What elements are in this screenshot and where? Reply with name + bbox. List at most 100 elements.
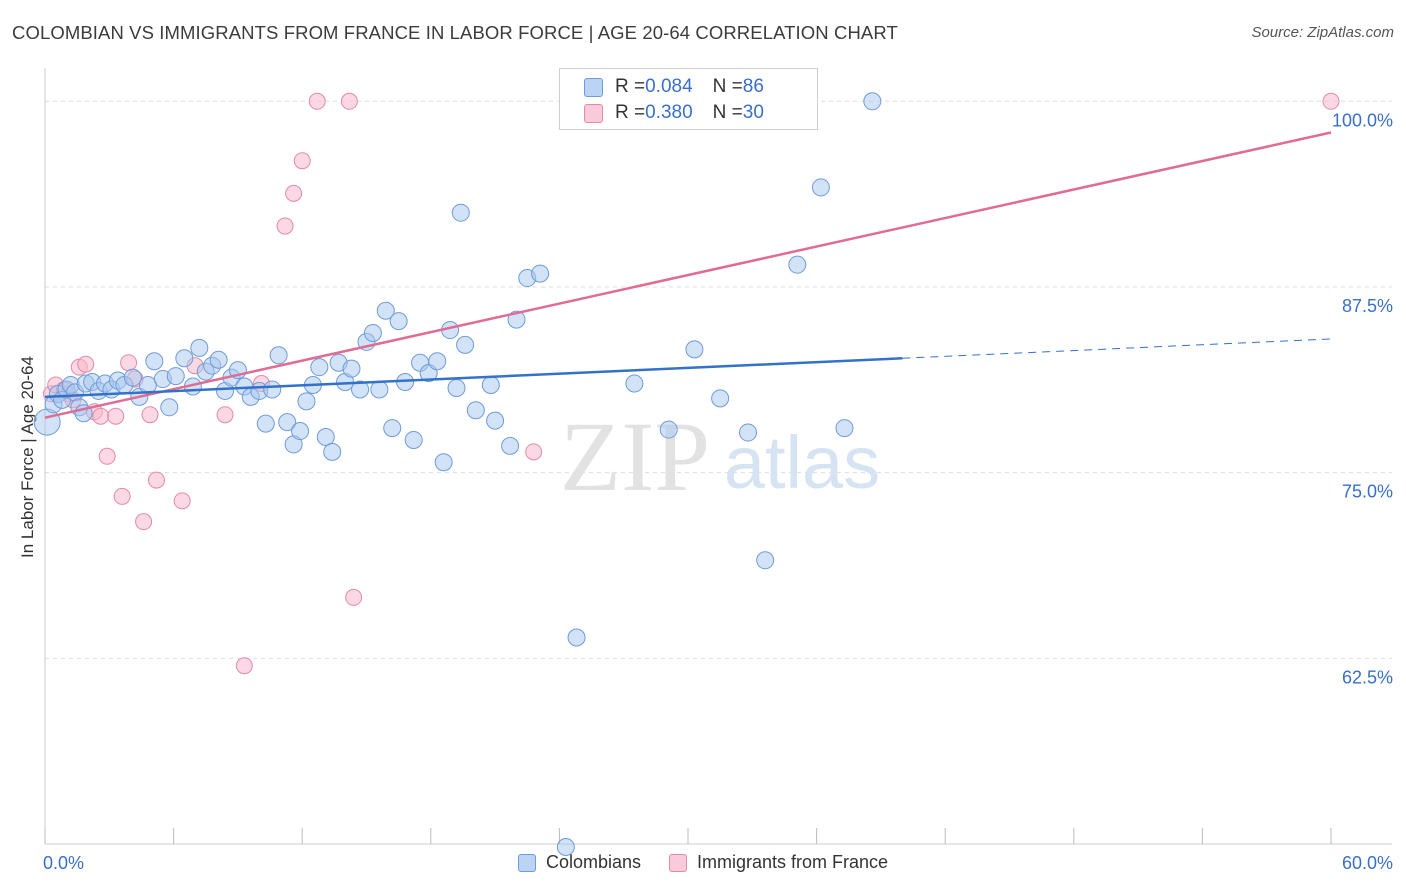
france-point [216, 406, 234, 424]
r-value: 0.380 [645, 102, 693, 123]
y-tick-label: 62.5% [1342, 667, 1393, 687]
colombian-point [659, 420, 678, 439]
colombian-point [556, 837, 575, 856]
r-label: R = [615, 76, 646, 97]
colombian-point [481, 376, 500, 394]
colombian-point [501, 436, 520, 455]
y-tick-label: 87.5% [1342, 296, 1393, 316]
axis-layer [44, 68, 1392, 845]
colombian-point [788, 255, 807, 274]
france-point [345, 588, 363, 606]
colombian-point [310, 358, 329, 377]
france-swatch [584, 103, 603, 123]
colombian-point [351, 380, 370, 399]
colombian-point [507, 310, 526, 329]
colombian-point [383, 419, 402, 438]
grid-layer [45, 100, 1392, 659]
n-value: 86 [742, 76, 764, 97]
series-legend: Colombians Immigrants from France [0, 852, 1406, 873]
correlation-legend: R = 0.084 N = 86 R = 0.380 N = 30 [559, 68, 818, 130]
x-tick-label-min: 0.0% [43, 853, 85, 873]
legend-row-france: R = 0.380 N = 30 [584, 100, 764, 126]
colombian-point [370, 380, 389, 399]
colombian-point [323, 442, 342, 461]
trend-lines [44, 131, 1332, 419]
colombians-trend-extension [902, 338, 1332, 359]
r-label: R = [615, 102, 646, 123]
legend-label-colombians: Colombians [545, 852, 641, 872]
france-point [308, 92, 326, 110]
colombian-point [434, 453, 453, 472]
colombian-point [269, 346, 288, 365]
colombian-point [811, 178, 830, 197]
colombian-point [123, 368, 142, 387]
colombian-point [447, 378, 466, 397]
x-tick-label-max: 60.0% [1341, 853, 1393, 873]
colombian-point [363, 324, 382, 343]
colombian-point [256, 414, 275, 433]
colombians-swatch [584, 77, 603, 97]
france-point [293, 152, 311, 170]
france-point [98, 447, 116, 465]
legend-item-colombians: Colombians [517, 852, 641, 873]
colombian-point [263, 380, 282, 399]
colombians-legend-swatch [517, 853, 536, 872]
colombian-point [756, 551, 775, 570]
france-point [173, 492, 191, 510]
france-legend-swatch [669, 853, 687, 872]
colombian-point [33, 408, 61, 436]
legend-row-colombians: R = 0.084 N = 86 [584, 74, 764, 100]
france-trend-line [44, 131, 1332, 419]
colombian-point [531, 264, 550, 283]
france-point [92, 407, 110, 425]
france-point [113, 487, 131, 505]
france-point [1322, 92, 1340, 110]
colombian-point [711, 389, 730, 408]
colombian-point [466, 401, 485, 420]
colombian-point [863, 92, 882, 111]
france-point [235, 657, 253, 675]
france-point [340, 92, 358, 110]
colombian-point [190, 338, 209, 357]
watermark: ZIP atlas [560, 401, 880, 512]
france-point [77, 355, 95, 373]
colombian-point [278, 413, 297, 432]
france-point [141, 406, 159, 424]
chart-source: Source: ZipAtlas.com [1251, 24, 1394, 41]
colombian-point [297, 392, 316, 411]
france-point [120, 354, 138, 372]
colombian-point [389, 312, 408, 331]
colombian-point [835, 419, 854, 438]
colombian-point [316, 427, 335, 446]
colombian-point [486, 411, 505, 430]
colombian-point [404, 430, 423, 449]
r-value: 0.084 [645, 76, 693, 97]
colombian-point [166, 367, 185, 386]
colombian-point [342, 359, 361, 378]
france-point [285, 184, 303, 202]
colombian-point [160, 398, 179, 417]
colombian-point [376, 301, 395, 320]
france-point [276, 217, 294, 235]
y-tick-label: 75.0% [1342, 482, 1393, 502]
france-point [147, 471, 165, 489]
n-label: N = [712, 76, 743, 97]
france-point [135, 513, 153, 531]
colombian-point [451, 203, 470, 222]
watermark-zip: ZIP [560, 401, 710, 512]
colombian-point [175, 349, 194, 368]
colombian-point [145, 352, 164, 371]
n-value: 30 [742, 102, 764, 123]
colombian-point [428, 352, 447, 371]
colombian-point [209, 350, 228, 369]
colombian-point [685, 340, 704, 359]
n-label: N = [712, 102, 743, 123]
colombian-point [739, 423, 758, 442]
colombian-point [456, 335, 475, 354]
colombian-point [625, 374, 644, 393]
france-point [107, 407, 125, 425]
legend-item-france: Immigrants from France [669, 852, 888, 873]
colombian-point [567, 628, 586, 647]
y-tick-label: 100.0% [1332, 110, 1393, 130]
